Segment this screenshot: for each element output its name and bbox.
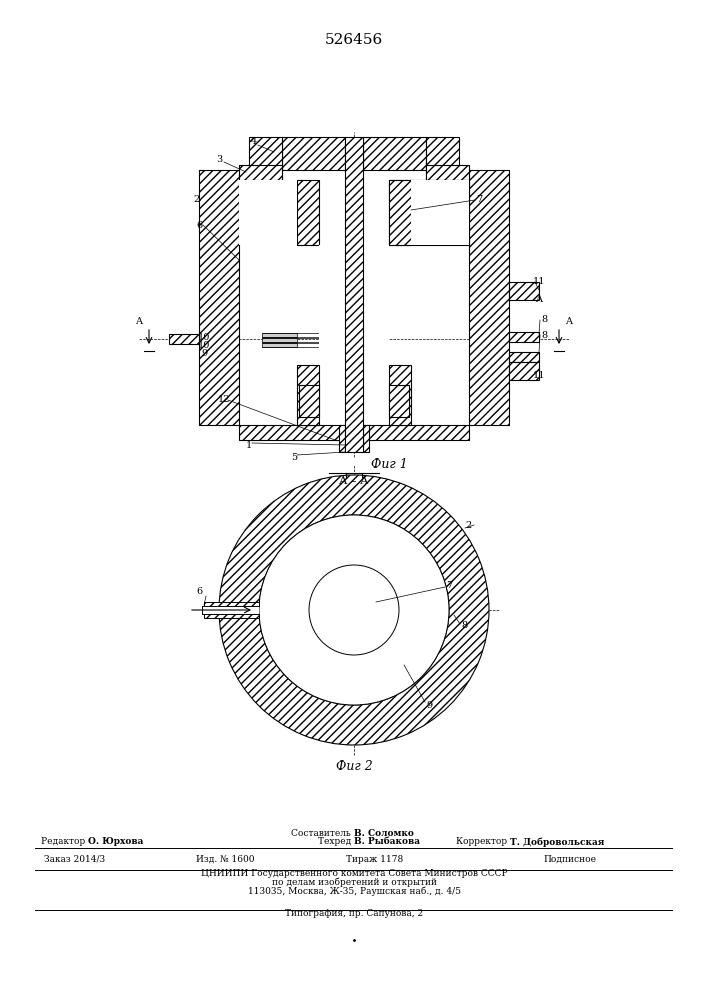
Text: 4: 4 xyxy=(251,137,257,146)
Bar xyxy=(204,602,259,606)
Text: 9: 9 xyxy=(201,349,207,358)
Bar xyxy=(363,425,469,440)
Text: 11: 11 xyxy=(533,370,545,379)
Bar xyxy=(297,365,319,425)
Text: 10: 10 xyxy=(198,340,210,350)
Bar xyxy=(345,137,363,452)
Text: 2: 2 xyxy=(193,196,199,205)
Bar xyxy=(389,180,411,245)
Text: Фиг 1: Фиг 1 xyxy=(370,458,407,472)
Bar xyxy=(202,606,259,614)
Text: Редактор: Редактор xyxy=(41,838,88,846)
Bar xyxy=(389,385,409,417)
Text: 6: 6 xyxy=(196,587,202,596)
Wedge shape xyxy=(332,588,376,632)
Text: Составитель: Составитель xyxy=(291,830,354,838)
Bar xyxy=(249,137,282,182)
Text: 3: 3 xyxy=(216,155,222,164)
Bar xyxy=(426,137,459,182)
Text: 8: 8 xyxy=(461,620,467,630)
Text: 526456: 526456 xyxy=(325,33,383,47)
Text: 8: 8 xyxy=(541,316,547,324)
Text: Подписное: Подписное xyxy=(544,854,597,863)
Text: 2: 2 xyxy=(466,520,472,530)
Bar xyxy=(363,425,369,452)
Text: О. Юрхова: О. Юрхова xyxy=(88,838,144,846)
Text: Фиг 2: Фиг 2 xyxy=(336,760,373,774)
Text: В. Рыбакова: В. Рыбакова xyxy=(354,838,420,846)
Text: A: A xyxy=(136,318,143,326)
Text: В. Соломко: В. Соломко xyxy=(354,830,414,838)
Text: 7: 7 xyxy=(476,196,482,205)
Bar xyxy=(363,137,426,170)
Text: Корректор: Корректор xyxy=(456,838,510,846)
Bar xyxy=(509,332,539,342)
Bar xyxy=(363,245,389,365)
Bar xyxy=(282,137,345,170)
Bar xyxy=(297,180,319,245)
Text: Заказ 2014/3: Заказ 2014/3 xyxy=(45,854,105,863)
Bar xyxy=(204,614,259,618)
Bar xyxy=(169,334,199,344)
Text: 8: 8 xyxy=(541,330,547,340)
Bar xyxy=(411,180,469,245)
Text: 1: 1 xyxy=(246,440,252,450)
Circle shape xyxy=(259,515,449,705)
Bar xyxy=(469,170,509,425)
Bar xyxy=(299,385,319,417)
Text: Техред: Техред xyxy=(318,838,354,846)
Bar xyxy=(262,343,297,347)
Bar xyxy=(389,365,411,425)
Text: Изд. № 1600: Изд. № 1600 xyxy=(196,854,255,863)
Bar xyxy=(239,165,282,180)
Text: 11: 11 xyxy=(533,277,545,286)
Bar xyxy=(509,362,539,380)
Bar xyxy=(509,282,539,300)
Circle shape xyxy=(344,600,364,620)
Text: 6: 6 xyxy=(196,221,202,230)
Text: по делам изобретений и открытий: по делам изобретений и открытий xyxy=(271,877,436,887)
Text: 10: 10 xyxy=(198,332,210,342)
Circle shape xyxy=(309,565,399,655)
Text: 9: 9 xyxy=(426,700,432,710)
Bar xyxy=(199,170,239,425)
Text: 12: 12 xyxy=(218,395,230,404)
Wedge shape xyxy=(219,475,489,745)
Bar xyxy=(509,352,539,362)
Text: 5: 5 xyxy=(291,452,297,462)
Text: Тираж 1178: Тираж 1178 xyxy=(346,854,404,863)
Text: A: A xyxy=(535,296,542,304)
Bar xyxy=(262,333,297,337)
Text: Т. Добровольская: Т. Добровольская xyxy=(510,837,604,847)
Text: Типография, пр. Сапунова, 2: Типография, пр. Сапунова, 2 xyxy=(285,908,423,918)
Bar xyxy=(239,425,345,440)
Bar xyxy=(262,338,297,342)
Bar xyxy=(239,180,297,245)
Bar xyxy=(339,425,345,452)
Text: А – А: А – А xyxy=(339,476,368,486)
Text: 7: 7 xyxy=(446,580,452,589)
Text: A: A xyxy=(566,318,573,326)
Wedge shape xyxy=(289,545,419,675)
Bar xyxy=(426,165,469,180)
Text: 113035, Москва, Ж-35, Раушская наб., д. 4/5: 113035, Москва, Ж-35, Раушская наб., д. … xyxy=(247,886,460,896)
Bar xyxy=(319,245,345,365)
Text: ЦНИИПИ Государственного комитета Совета Министров СССР: ЦНИИПИ Государственного комитета Совета … xyxy=(201,868,508,878)
Bar xyxy=(389,180,469,245)
